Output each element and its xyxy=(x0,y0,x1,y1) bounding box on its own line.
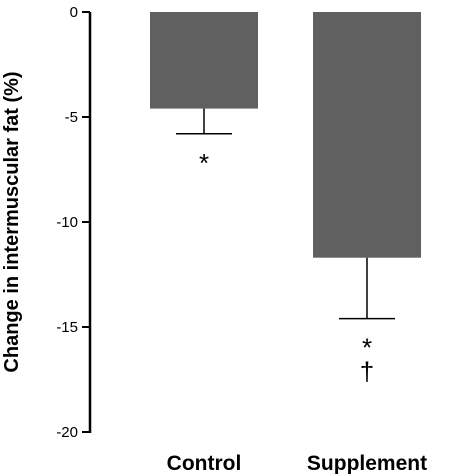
significance-mark: † xyxy=(360,357,374,387)
significance-mark: * xyxy=(199,148,209,178)
x-category-label: Supplement xyxy=(307,452,427,474)
bars xyxy=(150,12,421,258)
y-tick-label: -20 xyxy=(56,424,78,441)
y-tick-label: -15 xyxy=(56,319,78,336)
y-tick-label: 0 xyxy=(70,4,78,21)
y-axis-title: Change in intermuscular fat (%) xyxy=(1,71,23,372)
y-tick-label: -10 xyxy=(56,214,78,231)
bar-supplement xyxy=(313,12,421,258)
bar-control xyxy=(150,12,258,109)
significance-annotations: **† xyxy=(199,148,374,387)
x-category-label: Control xyxy=(167,452,242,474)
x-axis-categories: Control Supplement xyxy=(167,452,427,474)
error-bars xyxy=(176,108,395,320)
y-tick-label: -5 xyxy=(65,109,78,126)
significance-mark: * xyxy=(362,333,372,363)
y-axis-ticks: 0 -5 -10 -15 -20 xyxy=(56,4,90,441)
